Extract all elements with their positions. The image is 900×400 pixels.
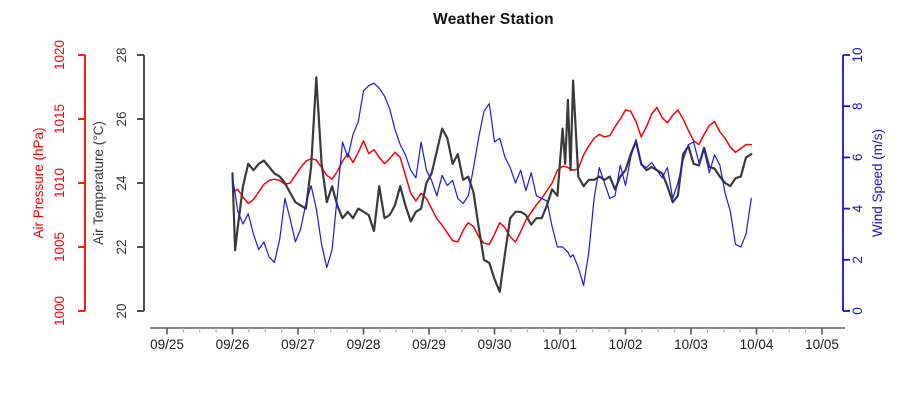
wind-tick-label: 10: [850, 47, 865, 62]
x-tick-label: 10/02: [609, 337, 643, 352]
x-tick-label: 10/05: [805, 337, 839, 352]
x-tick-label: 09/27: [281, 337, 315, 352]
x-tick-label: 09/25: [150, 337, 184, 352]
x-tick-label: 10/04: [740, 337, 774, 352]
wind-axis: 0 2 4 6 8 10 Wind Speed (m/s): [842, 47, 885, 315]
wind-axis-label: Wind Speed (m/s): [870, 129, 885, 237]
wind-tick-label: 2: [850, 256, 865, 264]
temperature-axis: 20 22 24 26 28 Air Temperature (°C): [91, 47, 145, 319]
x-axis: 09/25 09/26 09/27 09/28 09/29 09/30 10/01 10/02…: [150, 327, 845, 352]
wind-line: [231, 82, 752, 286]
x-tick-label: 10/01: [543, 337, 577, 352]
chart-title: Weather Station: [433, 11, 554, 28]
pressure-tick-label: 1000: [52, 296, 67, 326]
x-tick-label: 09/29: [412, 337, 446, 352]
temperature-tick-label: 26: [114, 111, 129, 126]
pressure-tick-label: 1005: [52, 232, 67, 262]
temperature-line: [231, 76, 753, 293]
x-tick-label: 09/28: [347, 337, 381, 352]
wind-tick-label: 8: [850, 102, 865, 110]
x-tick-label: 09/26: [216, 337, 250, 352]
pressure-line: [231, 106, 753, 246]
temperature-tick-label: 22: [114, 239, 129, 254]
temperature-tick-label: 20: [114, 303, 129, 318]
wind-tick-label: 4: [850, 204, 865, 212]
x-tick-label: 10/03: [674, 337, 708, 352]
wind-tick-label: 6: [850, 154, 865, 162]
temperature-tick-label: 28: [114, 47, 129, 62]
temperature-axis-label: Air Temperature (°C): [91, 121, 106, 245]
pressure-axis: 1000 1005 1010 1015 1020 Air Pressure (hPa): [31, 40, 86, 326]
temperature-tick-label: 24: [114, 175, 129, 191]
pressure-tick-label: 1010: [52, 168, 67, 198]
x-tick-label: 09/30: [478, 337, 512, 352]
pressure-tick-label: 1015: [52, 104, 67, 134]
pressure-axis-label: Air Pressure (hPa): [31, 127, 46, 238]
wind-tick-label: 0: [850, 307, 865, 315]
pressure-tick-label: 1020: [52, 40, 67, 70]
